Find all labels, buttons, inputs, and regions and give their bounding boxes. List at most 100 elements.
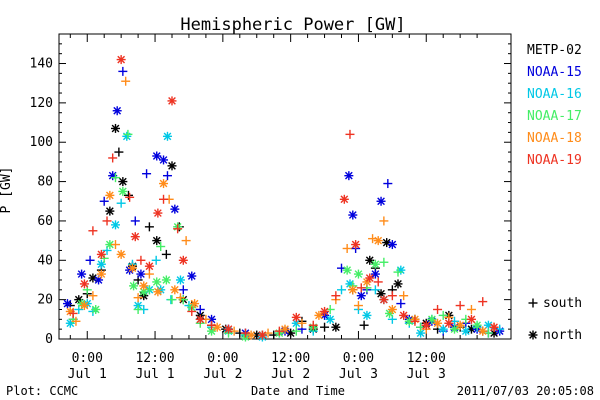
north-point <box>246 330 256 340</box>
north-point <box>353 269 363 279</box>
x-tick-date: Jul 3 <box>339 367 378 382</box>
north-point <box>162 131 172 141</box>
north-point <box>167 161 177 171</box>
south-point <box>118 66 128 76</box>
x-tick-time: 12:00 <box>271 351 310 366</box>
south-point <box>102 216 112 226</box>
y-tick-label: 40 <box>37 253 53 268</box>
south-point <box>88 291 98 301</box>
north-point <box>433 318 443 328</box>
plot-frame <box>58 33 512 340</box>
north-point <box>178 255 188 265</box>
south-point <box>387 291 397 301</box>
north-point <box>161 275 171 285</box>
south-point <box>133 304 143 314</box>
south-point <box>393 267 403 277</box>
south-point <box>353 301 363 311</box>
south-point <box>162 171 172 181</box>
south-point <box>466 304 476 314</box>
north-point <box>152 151 162 161</box>
series-legend: METP-02 NOAA-15 NOAA-16 NOAA-17 NOAA-18 NOAA-… <box>527 43 582 168</box>
marker-legend-label: north <box>543 328 582 343</box>
north-point <box>385 308 395 318</box>
south-point <box>187 306 197 316</box>
legend-entry: NOAA-18 <box>527 131 582 146</box>
y-tick-label: 60 <box>37 214 53 229</box>
south-point <box>433 304 443 314</box>
south-point <box>85 255 95 265</box>
north-point <box>280 324 290 334</box>
north-point <box>466 314 476 324</box>
north-point <box>427 314 437 324</box>
south-point <box>144 285 154 295</box>
south-point <box>114 147 124 157</box>
legend-entry: METP-02 <box>527 43 582 58</box>
south-point <box>142 169 152 179</box>
north-point <box>105 190 115 200</box>
north-point <box>167 96 177 106</box>
south-point <box>159 194 169 204</box>
south-point <box>291 326 301 336</box>
south-point <box>156 242 166 252</box>
south-point <box>379 257 389 267</box>
chart-title: Hemispheric Power [GW] <box>180 15 405 35</box>
north-point <box>393 279 403 289</box>
south-point <box>207 320 217 330</box>
north-point <box>373 236 383 246</box>
north-point <box>356 291 366 301</box>
north-point <box>153 208 163 218</box>
south-point <box>68 308 78 318</box>
south-point <box>383 179 393 189</box>
north-point <box>461 326 471 336</box>
north-point <box>344 171 354 181</box>
marker-legend-symbol <box>528 330 538 340</box>
south-point <box>108 153 118 163</box>
north-point <box>370 269 380 279</box>
north-point <box>159 179 169 189</box>
north-point <box>365 273 375 283</box>
north-point <box>291 312 301 322</box>
south-point <box>151 255 161 265</box>
south-point <box>320 322 330 332</box>
south-point <box>359 320 369 330</box>
series-noaa-17 <box>68 129 493 342</box>
south-point <box>123 190 133 200</box>
y-tick-label: 140 <box>30 57 53 72</box>
north-point <box>444 318 454 328</box>
south-point <box>356 283 366 293</box>
south-point <box>274 326 284 336</box>
north-point <box>195 314 205 324</box>
south-point <box>399 291 409 301</box>
north-point <box>362 310 372 320</box>
north-point <box>325 314 335 324</box>
south-point <box>123 129 133 139</box>
y-tick-label: 100 <box>30 135 53 150</box>
north-point <box>438 324 448 334</box>
north-point <box>387 240 397 250</box>
north-point <box>96 269 106 279</box>
south-point <box>175 293 185 303</box>
south-point <box>111 240 120 250</box>
plot-credit: Plot: CCMC <box>6 384 78 398</box>
north-point <box>116 249 126 259</box>
south-point <box>337 285 346 295</box>
north-point <box>339 194 349 204</box>
south-point <box>396 299 406 309</box>
south-point <box>130 216 140 226</box>
north-point <box>111 220 120 230</box>
legend-entry: NOAA-19 <box>527 153 582 168</box>
south-point <box>173 224 183 234</box>
north-point <box>365 255 375 265</box>
south-point <box>297 318 307 328</box>
south-point <box>438 310 448 320</box>
north-point <box>187 271 197 281</box>
south-point <box>125 192 135 202</box>
north-point <box>489 322 499 332</box>
x-tick-date: Jul 1 <box>135 367 174 382</box>
legend-entry: NOAA-17 <box>527 109 582 124</box>
y-tick-label: 120 <box>30 96 53 111</box>
north-point <box>112 106 122 116</box>
